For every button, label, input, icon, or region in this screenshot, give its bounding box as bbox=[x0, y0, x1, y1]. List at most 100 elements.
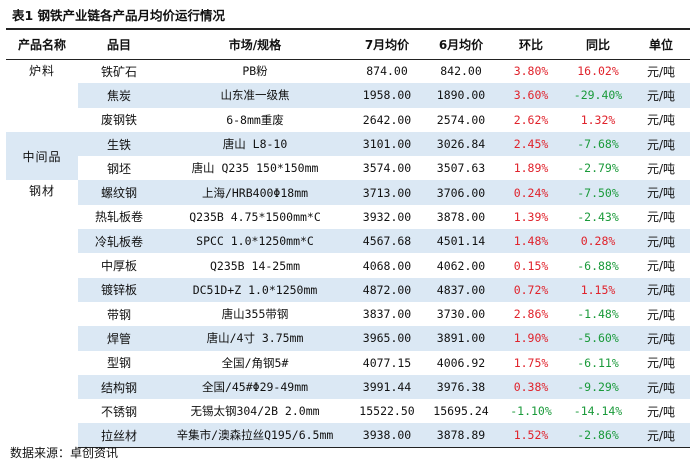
data-source-note: 数据来源：卓创资讯 bbox=[10, 446, 119, 460]
unit-cell: 元/吨 bbox=[646, 161, 676, 176]
unit-cell: 元/吨 bbox=[632, 229, 690, 254]
header-yoy: 同比 bbox=[564, 28, 632, 60]
yoy-change-cell: -5.60% bbox=[564, 326, 632, 351]
yoy-change-cell: -2.43% bbox=[577, 209, 619, 224]
june-price-cell: 3507.63 bbox=[436, 161, 486, 176]
price-table: 产品名称 品目 市场/规格 7月均价 6月均价 环比 同比 单位 炉料 铁矿石 PB… bbox=[6, 28, 690, 449]
table-row: 冷轧板卷 SPCC 1.0*1250mm*C 4567.68 4501.14 1.48%… bbox=[6, 229, 690, 254]
item-cell: 拉丝材 bbox=[78, 423, 160, 449]
mom-change-cell: 0.72% bbox=[498, 277, 564, 302]
mom-change-cell: 1.52% bbox=[498, 423, 564, 449]
spec-cell: 6-8mm重废 bbox=[226, 112, 284, 127]
mom-change-cell: 2.45% bbox=[498, 131, 564, 157]
spec-cell: 辛集市/澳森拉丝Q195/6.5mm bbox=[160, 423, 350, 449]
unit-cell: 元/吨 bbox=[632, 277, 690, 302]
july-price-cell: 4567.68 bbox=[350, 229, 424, 254]
item-cell: 生铁 bbox=[78, 131, 160, 157]
yoy-change-cell: -2.86% bbox=[564, 423, 632, 449]
table-row: 镀锌板 DC51D+Z 1.0*1250mm 4872.00 4837.00 0.72%… bbox=[6, 277, 690, 302]
unit-cell: 元/吨 bbox=[646, 404, 676, 419]
item-cell: 镀锌板 bbox=[78, 277, 160, 302]
mom-change-cell: 0.24% bbox=[498, 180, 564, 205]
unit-cell: 元/吨 bbox=[646, 64, 676, 79]
header-row: 产品名称 品目 市场/规格 7月均价 6月均价 环比 同比 单位 bbox=[6, 28, 690, 60]
unit-cell: 元/吨 bbox=[632, 326, 690, 351]
mom-change-cell: 3.80% bbox=[513, 64, 549, 79]
unit-cell: 元/吨 bbox=[646, 259, 676, 274]
june-price-cell: 15695.24 bbox=[433, 404, 489, 419]
june-price-cell: 842.00 bbox=[440, 64, 482, 79]
mom-change-cell: 1.89% bbox=[513, 161, 549, 176]
june-price-cell: 4501.14 bbox=[424, 229, 498, 254]
table-row: 拉丝材 辛集市/澳森拉丝Q195/6.5mm 3938.00 3878.89 1.52%… bbox=[6, 423, 690, 449]
mom-change-cell: 1.48% bbox=[498, 229, 564, 254]
item-cell: 不锈钢 bbox=[100, 404, 137, 419]
june-price-cell: 3878.00 bbox=[436, 209, 486, 224]
yoy-change-cell: 1.32% bbox=[580, 112, 616, 127]
june-price-cell: 3026.84 bbox=[424, 131, 498, 157]
item-cell: 型钢 bbox=[106, 356, 131, 371]
july-price-cell: 3713.00 bbox=[350, 180, 424, 205]
header-unit: 单位 bbox=[632, 28, 690, 60]
table-row: 钢材 螺纹钢 上海/HRB400Φ18mm 3713.00 3706.00 0.24% -7… bbox=[6, 180, 690, 205]
june-price-cell: 3878.89 bbox=[424, 423, 498, 449]
june-price-cell: 4837.00 bbox=[424, 277, 498, 302]
table-row: 焊管 唐山/4寸 3.75mm 3965.00 3891.00 1.90% -5.60% 元… bbox=[6, 326, 690, 351]
june-price-cell: 3891.00 bbox=[424, 326, 498, 351]
yoy-change-cell: -14.14% bbox=[573, 404, 623, 419]
june-price-cell: 3976.38 bbox=[424, 374, 498, 400]
item-cell: 热轧板卷 bbox=[94, 210, 143, 225]
spec-cell: DC51D+Z 1.0*1250mm bbox=[160, 277, 350, 302]
mom-change-cell: 0.15% bbox=[513, 258, 549, 273]
spec-cell: 上海/HRB400Φ18mm bbox=[160, 180, 350, 205]
table-row: 炉料 铁矿石 PB粉 874.00 842.00 3.80% 16.02% 元/吨 bbox=[6, 59, 690, 83]
mom-change-cell: 3.60% bbox=[498, 83, 564, 108]
header-product-name: 产品名称 bbox=[6, 28, 78, 60]
item-cell: 螺纹钢 bbox=[78, 180, 160, 205]
item-cell: 冷轧板卷 bbox=[78, 229, 160, 254]
july-price-cell: 1958.00 bbox=[350, 83, 424, 108]
item-cell: 焦炭 bbox=[78, 83, 160, 108]
yoy-change-cell: -7.68% bbox=[564, 131, 632, 157]
june-price-cell: 3706.00 bbox=[424, 180, 498, 205]
header-mom: 环比 bbox=[498, 28, 564, 60]
header-market-spec: 市场/规格 bbox=[160, 28, 350, 60]
spec-cell: 唐山355带钢 bbox=[221, 307, 289, 322]
unit-cell: 元/吨 bbox=[632, 131, 690, 157]
spec-cell: SPCC 1.0*1250mm*C bbox=[160, 229, 350, 254]
group-name-cell: 钢材 bbox=[28, 184, 55, 199]
table-row: 型钢 全国/角钢5# 4077.15 4006.92 1.75% -6.11% 元/吨 bbox=[6, 351, 690, 375]
item-cell: 中厚板 bbox=[100, 259, 137, 274]
spec-cell: Q235B 4.75*1500mm*C bbox=[189, 209, 321, 224]
unit-cell: 元/吨 bbox=[632, 83, 690, 108]
spec-cell: 唐山/4寸 3.75mm bbox=[160, 326, 350, 351]
unit-cell: 元/吨 bbox=[632, 180, 690, 205]
spec-cell: 全国/45#Φ29-49mm bbox=[160, 374, 350, 400]
june-price-cell: 3730.00 bbox=[436, 307, 486, 322]
item-cell: 钢坯 bbox=[106, 161, 131, 176]
item-cell: 结构钢 bbox=[78, 374, 160, 400]
mom-change-cell: 1.39% bbox=[513, 209, 549, 224]
yoy-change-cell: 16.02% bbox=[577, 64, 619, 79]
table-row: 不锈钢 无锡太钢304/2B 2.0mm 15522.50 15695.24 -1.10… bbox=[6, 399, 690, 423]
july-price-cell: 3574.00 bbox=[362, 161, 412, 176]
unit-cell: 元/吨 bbox=[632, 374, 690, 400]
unit-cell: 元/吨 bbox=[646, 307, 676, 322]
mom-change-cell: -1.10% bbox=[510, 404, 552, 419]
yoy-change-cell: -6.88% bbox=[577, 258, 619, 273]
spec-cell: 山东准一级焦 bbox=[160, 83, 350, 108]
table-body: 炉料 铁矿石 PB粉 874.00 842.00 3.80% 16.02% 元/吨 焦炭 山东准一… bbox=[6, 59, 690, 449]
item-cell: 铁矿石 bbox=[100, 64, 137, 79]
june-price-cell: 4006.92 bbox=[436, 355, 486, 370]
unit-cell: 元/吨 bbox=[632, 423, 690, 449]
june-price-cell: 4062.00 bbox=[436, 258, 486, 273]
table-row: 中间品 生铁 唐山 L8-10 3101.00 3026.84 2.45% -7.68% 元/… bbox=[6, 131, 690, 181]
yoy-change-cell: -7.50% bbox=[564, 180, 632, 205]
table-row: 热轧板卷 Q235B 4.75*1500mm*C 3932.00 3878.00 1.3… bbox=[6, 205, 690, 229]
july-price-cell: 874.00 bbox=[366, 64, 408, 79]
mom-change-cell: 2.86% bbox=[513, 307, 549, 322]
spec-cell: 全国/角钢5# bbox=[221, 355, 289, 370]
yoy-change-cell: -2.79% bbox=[577, 161, 619, 176]
june-price-cell: 2574.00 bbox=[436, 112, 486, 127]
table-row: 钢坯 唐山 Q235 150*150mm 3574.00 3507.63 1.89% -2… bbox=[6, 156, 690, 180]
